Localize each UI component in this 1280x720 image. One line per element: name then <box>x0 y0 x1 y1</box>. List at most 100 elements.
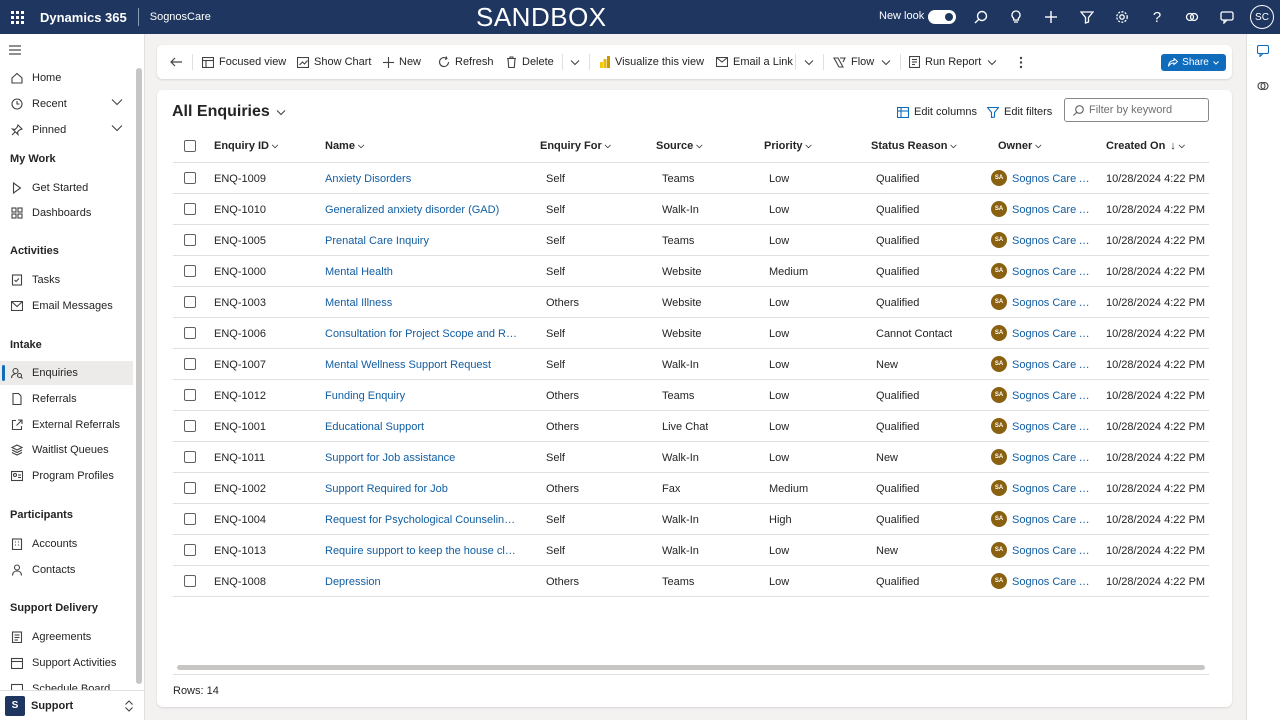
row-checkbox[interactable] <box>184 296 196 308</box>
table-row[interactable]: SA ENQ-1007 Mental Wellness Support Reques… <box>173 349 1209 380</box>
row-checkbox[interactable] <box>184 482 196 494</box>
table-row[interactable]: SA ENQ-1012 Funding Enquiry Others Teams Low Q… <box>173 380 1209 411</box>
row-checkbox[interactable] <box>184 389 196 401</box>
chevron-updown-icon[interactable] <box>124 700 134 715</box>
table-row[interactable]: SA ENQ-1010 Generalized anxiety disorder (… <box>173 194 1209 225</box>
cell-owner[interactable]: Sognos Care Ad... <box>1012 266 1096 278</box>
cell-owner[interactable]: Sognos Care Ad... <box>1012 576 1096 588</box>
sidebar-item-email-messages[interactable]: Email Messages <box>0 294 133 318</box>
cell-owner[interactable]: Sognos Care Ad... <box>1012 452 1096 464</box>
cell-owner[interactable]: Sognos Care Ad... <box>1012 297 1096 309</box>
table-row[interactable]: SA ENQ-1003 Mental Illness Others Website Low… <box>173 287 1209 318</box>
row-checkbox[interactable] <box>184 327 196 339</box>
plus-icon[interactable] <box>1041 7 1061 27</box>
chat-icon[interactable] <box>1257 45 1271 59</box>
cell-name[interactable]: Funding Enquiry <box>325 390 406 402</box>
table-row[interactable]: SA ENQ-1008 Depression Others Teams Low Qualif… <box>173 566 1209 597</box>
column-header-enquiry-for[interactable]: Enquiry For ⌵ <box>540 140 611 152</box>
table-row[interactable]: SA ENQ-1011 Support for Job assistance Self… <box>173 442 1209 473</box>
back-button[interactable] <box>170 45 182 79</box>
sidebar-item-pinned[interactable]: Pinned <box>0 118 133 142</box>
cell-name[interactable]: Depression <box>325 576 381 588</box>
cell-name[interactable]: Generalized anxiety disorder (GAD) <box>325 204 500 216</box>
row-checkbox[interactable] <box>184 265 196 277</box>
hamburger-icon[interactable] <box>9 45 21 58</box>
table-row[interactable]: SA ENQ-1002 Support Required for Job Others… <box>173 473 1209 504</box>
sidebar-scrollbar[interactable] <box>136 68 142 684</box>
more-commands-chevron[interactable] <box>570 45 580 79</box>
run-report-chevron[interactable] <box>987 45 997 79</box>
sidebar-item-waitlist-queues[interactable]: Waitlist Queues <box>0 438 133 462</box>
cell-owner[interactable]: Sognos Care Ad... <box>1012 328 1096 340</box>
cell-owner[interactable]: Sognos Care Ad... <box>1012 359 1096 371</box>
cell-name[interactable]: Request for Psychological Counseling Se.… <box>325 514 520 526</box>
row-checkbox[interactable] <box>184 420 196 432</box>
visualize-button[interactable]: Visualize this view <box>600 45 704 79</box>
gear-icon[interactable] <box>1112 7 1132 27</box>
edit-columns-button[interactable]: Edit columns <box>897 104 977 120</box>
table-row[interactable]: SA ENQ-1001 Educational Support Others Live … <box>173 411 1209 442</box>
email-link-chevron[interactable] <box>804 45 814 79</box>
table-row[interactable]: SA ENQ-1009 Anxiety Disorders Self Teams Low Q… <box>173 163 1209 194</box>
lightbulb-icon[interactable] <box>1006 7 1026 27</box>
area-switcher[interactable]: S Support <box>0 690 144 720</box>
user-avatar[interactable]: SC <box>1250 5 1274 29</box>
sidebar-item-home[interactable]: Home <box>0 66 133 90</box>
sidebar-item-accounts[interactable]: Accounts <box>0 532 133 556</box>
cell-name[interactable]: Support for Job assistance <box>325 452 456 464</box>
row-checkbox[interactable] <box>184 172 196 184</box>
column-header-source[interactable]: Source ⌵ <box>656 140 703 152</box>
row-checkbox[interactable] <box>184 451 196 463</box>
environment-name[interactable]: SognosCare <box>149 11 211 23</box>
search-icon[interactable] <box>971 7 991 27</box>
cell-owner[interactable]: Sognos Care Ad... <box>1012 204 1096 216</box>
table-row[interactable]: SA ENQ-1005 Prenatal Care Inquiry Self Teams… <box>173 225 1209 256</box>
row-checkbox[interactable] <box>184 544 196 556</box>
keyword-filter[interactable] <box>1064 98 1209 122</box>
row-checkbox[interactable] <box>184 358 196 370</box>
table-row[interactable]: SA ENQ-1004 Request for Psychological Coun… <box>173 504 1209 535</box>
sidebar-item-support-activities[interactable]: Support Activities <box>0 651 133 675</box>
cell-name[interactable]: Require support to keep the house clean. <box>325 545 520 557</box>
cell-owner[interactable]: Sognos Care Ad... <box>1012 545 1096 557</box>
email-link-button[interactable]: Email a Link <box>716 45 793 79</box>
column-header-created-on[interactable]: Created On ↓ ⌵ <box>1106 140 1185 152</box>
share-button[interactable]: Share <box>1161 54 1226 71</box>
column-header-priority[interactable]: Priority ⌵ <box>764 140 812 152</box>
app-title[interactable]: Dynamics 365 <box>40 9 127 25</box>
cell-owner[interactable]: Sognos Care Ad... <box>1012 173 1096 185</box>
flow-chevron[interactable] <box>881 45 891 79</box>
cell-owner[interactable]: Sognos Care Ad... <box>1012 514 1096 526</box>
cell-name[interactable]: Mental Health <box>325 266 393 278</box>
new-button[interactable]: New <box>383 45 421 79</box>
cell-owner[interactable]: Sognos Care Ad... <box>1012 421 1096 433</box>
keyword-filter-input[interactable] <box>1089 104 1199 116</box>
chat-icon[interactable] <box>1217 7 1237 27</box>
row-checkbox[interactable] <box>184 575 196 587</box>
copilot-icon[interactable] <box>1182 7 1202 27</box>
copilot-icon[interactable] <box>1257 80 1271 94</box>
edit-filters-button[interactable]: Edit filters <box>987 104 1052 120</box>
cell-owner[interactable]: Sognos Care Ad... <box>1012 235 1096 247</box>
focused-view-button[interactable]: Focused view <box>202 45 286 79</box>
column-header-name[interactable]: Name ⌵ <box>325 140 365 152</box>
delete-button[interactable]: Delete <box>506 45 554 79</box>
sidebar-item-enquiries[interactable]: Enquiries <box>0 361 133 385</box>
run-report-button[interactable]: Run Report <box>909 45 981 79</box>
cell-owner[interactable]: Sognos Care Ad... <box>1012 390 1096 402</box>
table-row[interactable]: SA ENQ-1006 Consultation for Project Scope… <box>173 318 1209 349</box>
flow-button[interactable]: Flow <box>833 45 874 79</box>
show-chart-button[interactable]: Show Chart <box>297 45 371 79</box>
refresh-button[interactable]: Refresh <box>438 45 494 79</box>
sidebar-item-tasks[interactable]: Tasks <box>0 268 133 292</box>
sidebar-item-external-referrals[interactable]: External Referrals <box>0 413 133 437</box>
chevron-down-icon[interactable] <box>111 97 123 109</box>
cell-name[interactable]: Consultation for Project Scope and Reso.… <box>325 328 520 340</box>
table-row[interactable]: SA ENQ-1000 Mental Health Self Website Medium… <box>173 256 1209 287</box>
filter-icon[interactable] <box>1077 7 1097 27</box>
cell-name[interactable]: Educational Support <box>325 421 425 433</box>
cell-owner[interactable]: Sognos Care Ad... <box>1012 483 1096 495</box>
sidebar-item-program-profiles[interactable]: Program Profiles <box>0 464 133 488</box>
cell-name[interactable]: Support Required for Job <box>325 483 448 495</box>
app-launcher-icon[interactable] <box>0 0 34 34</box>
